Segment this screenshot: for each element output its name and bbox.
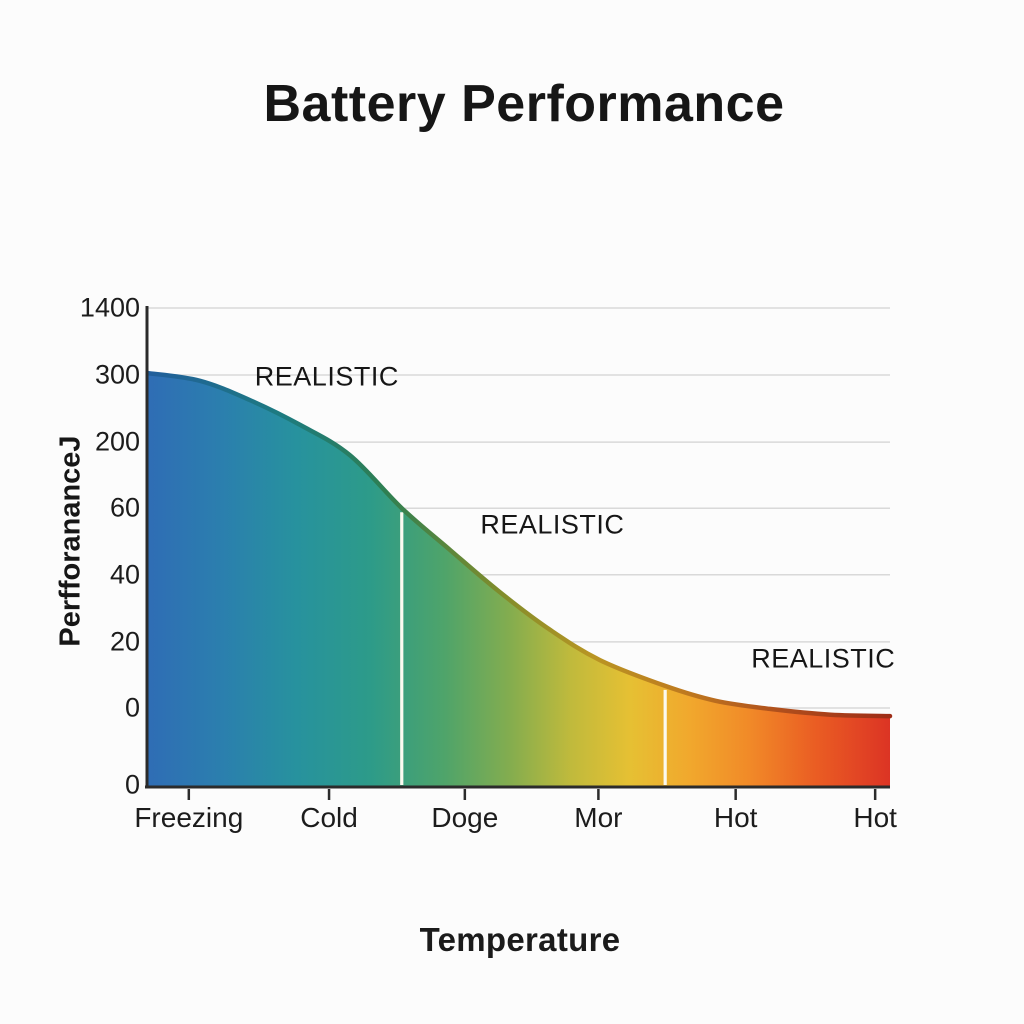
x-axis-label: Temperature <box>419 921 621 958</box>
y-tick-label: 200 <box>94 426 140 457</box>
x-tick-label-hot-1: Hot <box>713 802 758 833</box>
y-tick-label: 0 <box>124 769 140 800</box>
x-tick-label-mor: Mor <box>574 802 623 833</box>
performance-curve <box>145 370 893 719</box>
annotation-realistic-1: REALISTIC <box>254 361 399 392</box>
y-tick-label: 20 <box>109 626 140 657</box>
y-tick-label: 1400 <box>79 292 140 323</box>
chart-title: Battery Performance <box>263 75 785 133</box>
y-tick-label: 300 <box>94 359 140 390</box>
annotation-realistic-2: REALISTIC <box>480 509 625 540</box>
annotation-realistic-3: REALISTIC <box>751 643 896 674</box>
y-axis-label: PerfforananceJ <box>54 435 87 647</box>
x-tick-label-freezing: Freezing <box>134 802 244 833</box>
x-tick-label-doge: Doge <box>431 802 499 833</box>
y-tick-label: 40 <box>109 559 140 590</box>
x-tick-label-hot-2: Hot <box>853 802 897 833</box>
y-tick-label: 0 <box>124 692 140 723</box>
performance-area <box>148 373 890 787</box>
x-tick-label-cold: Cold <box>300 802 358 833</box>
y-tick-label: 60 <box>109 492 140 523</box>
